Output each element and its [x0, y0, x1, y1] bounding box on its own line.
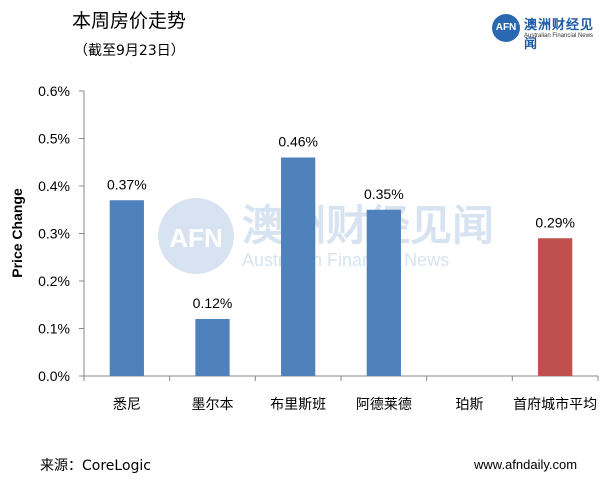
y-axis-label: Price Change: [9, 188, 25, 278]
afn-logo-name-cn: 澳洲财经见闻: [524, 18, 595, 52]
bar-2: [281, 157, 316, 376]
x-tick-label: 墨尔本: [192, 397, 234, 413]
afn-logo: AFN 澳洲财经见闻 Australian Financial News: [492, 12, 602, 52]
x-tick-label: 珀斯: [456, 397, 484, 413]
page-title: 本周房价走势: [72, 10, 187, 32]
afn-logo-name-en: Australian Financial News: [524, 33, 594, 39]
axes: 0.0% 0.1% 0.2% 0.3% 0.4% 0.5% 0.6% 悉尼 墨尔本 布里斯班 阿德莱…: [38, 83, 599, 413]
x-tick-label: 首府城市平均: [513, 396, 597, 413]
website-url: www.afndaily.com: [474, 457, 578, 472]
data-label: 0.29%: [535, 214, 575, 230]
watermark-badge: AFN: [169, 223, 222, 253]
y-tick-label: 0.5%: [38, 131, 70, 147]
data-label: 0.37%: [107, 176, 147, 192]
data-label: 0.12%: [193, 295, 233, 311]
y-tick-label: 0.6%: [38, 83, 70, 99]
bar-1: [195, 319, 230, 376]
y-tick-label: 0.2%: [38, 273, 70, 289]
data-label: 0.35%: [364, 186, 404, 202]
y-tick-label: 0.0%: [38, 368, 70, 384]
watermark-name-en: Australian Financial News: [242, 250, 449, 270]
labels: 0.37% 0.12% 0.46% 0.35% 0.29%: [107, 134, 575, 312]
page-subtitle: （截至9月23日）: [74, 43, 185, 59]
afn-logo-badge: AFN: [492, 14, 520, 42]
watermark: AFN 澳洲财经见闻 Australian Financial News: [158, 198, 494, 274]
data-label: 0.46%: [278, 134, 318, 150]
x-tick-label: 悉尼: [113, 397, 141, 413]
bar-0: [109, 200, 144, 376]
x-tick-label: 布里斯班: [270, 397, 326, 413]
y-tick-label: 0.3%: [38, 226, 70, 242]
bars: [109, 157, 573, 376]
bar-3: [366, 209, 401, 376]
bar-5: [538, 238, 573, 376]
watermark-circle: [158, 198, 234, 274]
y-tick-label: 0.1%: [38, 321, 70, 337]
x-tick-label: 阿德莱德: [356, 397, 412, 413]
y-tick-label: 0.4%: [38, 178, 70, 194]
source-label: 来源：CoreLogic: [40, 458, 151, 474]
